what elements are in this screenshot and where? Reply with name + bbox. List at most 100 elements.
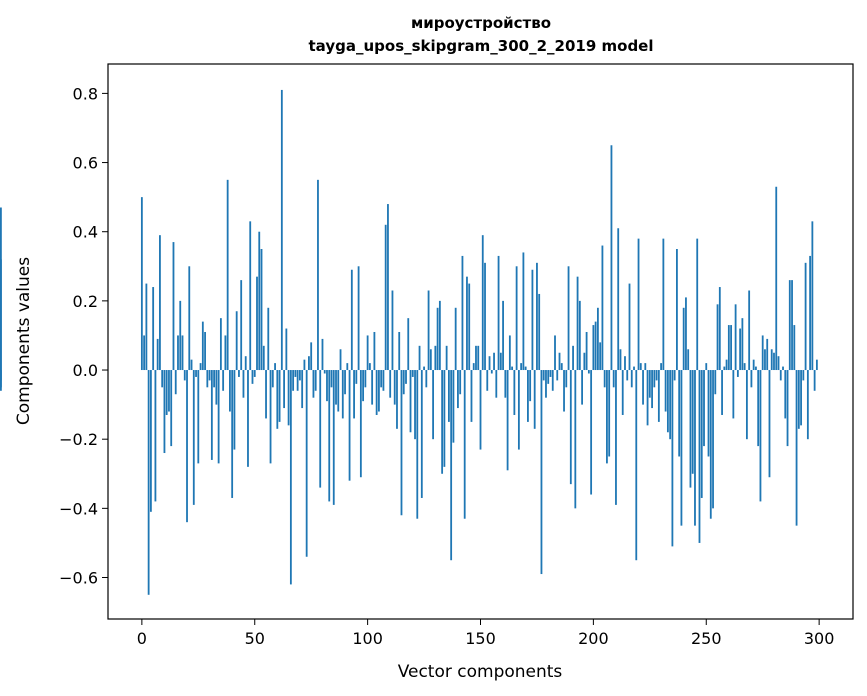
bar-58 [271, 370, 274, 388]
bar-254 [714, 370, 717, 395]
bar-115 [400, 370, 403, 516]
bar-275 [761, 335, 764, 371]
bar-170 [524, 366, 527, 371]
bar-72 [303, 359, 306, 371]
bar-121 [414, 370, 416, 440]
bar-182 [551, 370, 554, 391]
x-tick-label: 150 [465, 629, 496, 648]
bar-240 [682, 307, 685, 371]
bar-172 [529, 370, 532, 402]
bar-118 [407, 318, 410, 371]
bar-139 [454, 307, 457, 371]
bar-29 [206, 370, 209, 388]
bar-32 [213, 370, 216, 388]
bar-70 [298, 370, 301, 381]
bar-68 [294, 370, 297, 377]
bar-60 [276, 370, 279, 429]
bar-27 [201, 321, 204, 371]
bar-236 [673, 370, 676, 381]
bar-164 [511, 366, 514, 371]
bar-188 [565, 370, 568, 388]
bar-88 [339, 349, 342, 371]
bar-11 [165, 370, 168, 415]
bar-281 [775, 186, 778, 371]
bar-174 [533, 370, 536, 429]
bar-148 [475, 345, 477, 371]
bar-264 [736, 370, 739, 377]
bar-123 [418, 345, 421, 371]
bar-224 [646, 370, 649, 426]
bar-87 [337, 370, 340, 412]
bar-244 [691, 370, 694, 474]
bar-49 [251, 370, 254, 384]
bar-217 [630, 370, 633, 388]
bar-173 [531, 269, 534, 371]
bar-146 [470, 370, 473, 422]
bar-208 [610, 145, 613, 371]
bar-185 [558, 352, 561, 371]
bar-178 [542, 370, 545, 381]
bar-21 [188, 266, 191, 371]
bar-265 [739, 328, 742, 371]
bar-292 [800, 370, 802, 426]
bar-81 [323, 370, 326, 374]
bar-252 [709, 370, 712, 519]
bar-0 [140, 197, 143, 371]
bar-114 [398, 331, 401, 371]
bar-18 [181, 335, 184, 371]
bar-76 [312, 370, 315, 398]
bar-268 [745, 370, 748, 440]
bar-266 [741, 318, 744, 371]
y-tick-label: 0.2 [73, 292, 98, 311]
bar-247 [698, 370, 701, 543]
bar-175 [536, 262, 538, 371]
x-tick-label: 200 [578, 629, 609, 648]
bar-273 [757, 370, 760, 447]
bar-260 [727, 325, 730, 371]
bar-152 [484, 262, 486, 371]
bar-105 [378, 370, 380, 412]
y-axis-label: Components values [14, 257, 34, 425]
bar-205 [603, 370, 606, 388]
bar-193 [576, 276, 579, 371]
bar-65 [287, 370, 290, 426]
bar-162 [506, 370, 509, 471]
bar-106 [380, 370, 383, 388]
bar-156 [493, 352, 495, 371]
bar-255 [716, 304, 719, 371]
bar-36 [222, 370, 225, 391]
bar-34 [217, 370, 220, 464]
bar-158 [497, 255, 500, 371]
bar-271 [752, 359, 755, 371]
bar-200 [592, 325, 595, 371]
bar-71 [301, 370, 304, 409]
bar-169 [522, 252, 525, 371]
bar-142 [461, 255, 464, 371]
y-tick-label: 0.8 [73, 84, 98, 103]
bar-109 [387, 204, 389, 371]
bar-17 [179, 300, 182, 371]
y-tick-label: −0.6 [59, 569, 98, 588]
bar-113 [396, 370, 398, 429]
bar-14 [172, 242, 175, 371]
bar-64 [285, 328, 288, 371]
bar-186 [560, 363, 563, 371]
bar-74 [308, 356, 310, 371]
bar-6 [154, 370, 157, 502]
bar-159 [499, 352, 502, 371]
bar-237 [676, 249, 678, 371]
bar-50 [253, 370, 256, 377]
bar-125 [423, 366, 425, 371]
bar-201 [594, 321, 597, 371]
bar-54 [262, 345, 265, 371]
bar-25 [197, 370, 200, 464]
bar-283 [779, 370, 782, 381]
bar-192 [574, 370, 577, 509]
bar-126 [425, 370, 428, 388]
bar-78 [317, 179, 319, 371]
bar-96 [357, 266, 360, 371]
bar-189 [567, 266, 570, 371]
bar-19 [183, 370, 186, 381]
bar-55 [265, 370, 267, 419]
bar-299 [815, 359, 818, 371]
